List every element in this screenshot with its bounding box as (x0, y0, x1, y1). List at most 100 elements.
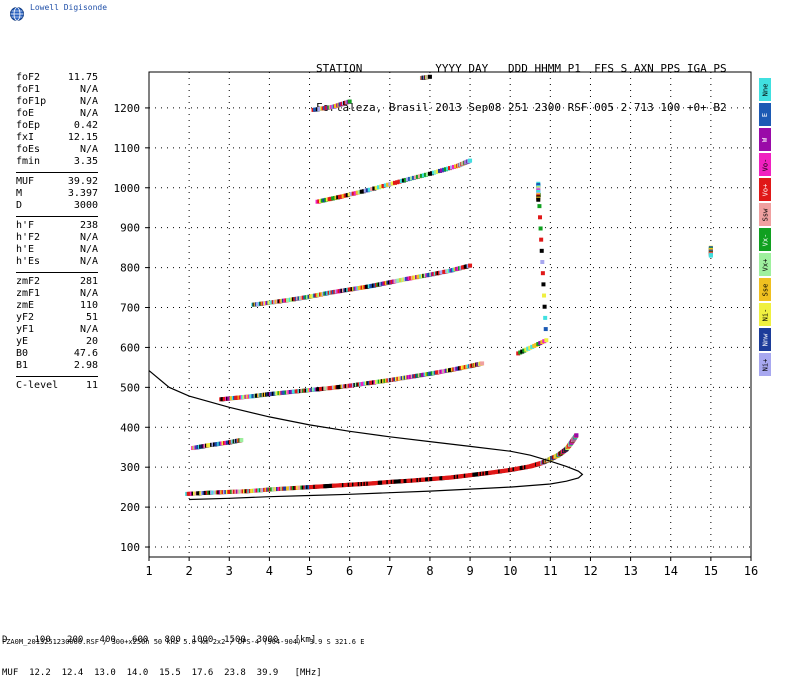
param-separator (16, 216, 98, 217)
echo-point (367, 187, 372, 192)
echo-point (383, 183, 388, 188)
param-row: foF1 N/A (16, 84, 98, 96)
echo-point (421, 173, 426, 178)
echo-point (386, 182, 391, 187)
param-label: h'E (16, 244, 35, 255)
brand-logo: Lowell Digisonde (6, 2, 166, 24)
echo-point (540, 260, 545, 265)
x-tick-label: 2 (186, 564, 193, 578)
echo-point (427, 171, 432, 176)
param-row: B0 47.6 (16, 348, 98, 360)
echo-point (431, 170, 436, 175)
echo-point (450, 165, 455, 170)
echo-point (392, 180, 397, 185)
legend-label: W (761, 137, 769, 142)
echo-point (534, 342, 539, 347)
echo-point (407, 176, 412, 181)
param-row: yF2 51 (16, 312, 98, 324)
param-row: zmE 110 (16, 300, 98, 312)
x-tick-label: 12 (583, 564, 597, 578)
param-value: 51 (85, 312, 98, 323)
echo-point (435, 169, 440, 174)
param-row: foEs N/A (16, 144, 98, 156)
echo-point (417, 174, 422, 179)
param-row: zmF1 N/A (16, 288, 98, 300)
echo-point (543, 327, 548, 332)
electron-density-profile (148, 370, 584, 501)
legend-label: Vo- (761, 158, 769, 171)
echo-point (399, 178, 404, 183)
param-value: N/A (79, 244, 98, 255)
param-value: N/A (79, 108, 98, 119)
param-label: B1 (16, 360, 29, 371)
echo-point (536, 197, 541, 202)
param-value: N/A (79, 232, 98, 243)
legend-label: Ssw (761, 208, 769, 221)
echo-point (480, 361, 485, 366)
echo-point (520, 349, 525, 354)
param-value: 11.75 (67, 72, 98, 83)
param-label: zmF2 (16, 276, 41, 287)
echo-point (522, 348, 527, 353)
legend-item: Vx+ (759, 253, 771, 276)
echo-point (349, 192, 354, 197)
echo-point (468, 158, 473, 163)
param-label: M (16, 188, 23, 199)
legend-item: E (759, 103, 771, 126)
param-label: yF1 (16, 324, 35, 335)
echo-point (370, 187, 375, 192)
x-tick-label: 13 (623, 564, 637, 578)
param-label: foF1p (16, 96, 47, 107)
echo-point (347, 99, 352, 104)
echo-point (381, 183, 386, 188)
param-label: fmin (16, 156, 41, 167)
echo-point (445, 166, 450, 171)
param-label: h'F (16, 220, 35, 231)
param-row: foF2 11.75 (16, 72, 98, 84)
echo-point (405, 177, 410, 182)
param-label: zmE (16, 300, 35, 311)
param-value: 3.397 (67, 188, 98, 199)
echo-point (542, 339, 547, 344)
param-value: 110 (79, 300, 98, 311)
echo-traces (185, 74, 713, 496)
param-value: N/A (79, 256, 98, 267)
echo-point (544, 338, 549, 343)
echo-point (345, 193, 350, 198)
param-separator (16, 272, 98, 273)
echo-point (537, 204, 542, 209)
legend-item: Sse (759, 278, 771, 301)
echo-point (357, 190, 362, 195)
param-separator (16, 172, 98, 173)
y-tick-label: 900 (120, 222, 140, 235)
echo-point (376, 185, 381, 190)
param-row: h'Es N/A (16, 256, 98, 268)
param-row: foE N/A (16, 108, 98, 120)
echo-point (542, 293, 547, 298)
echo-point (540, 340, 545, 345)
param-label: foEp (16, 120, 41, 131)
echo-point (532, 343, 537, 348)
param-value: N/A (79, 84, 98, 95)
echo-point (528, 345, 533, 350)
legend-label: Vx+ (761, 258, 769, 271)
legend-label: Vx- (761, 233, 769, 246)
param-label: zmF1 (16, 288, 41, 299)
param-label: yE (16, 336, 29, 347)
y-tick-label: 200 (120, 501, 140, 514)
y-tick-label: 400 (120, 421, 140, 434)
param-row: B1 2.98 (16, 360, 98, 372)
param-row: foF1p N/A (16, 96, 98, 108)
x-tick-label: 16 (744, 564, 758, 578)
y-tick-label: 800 (120, 262, 140, 275)
legend-item: Ni+ (759, 353, 771, 376)
param-value: 281 (79, 276, 98, 287)
echo-point (365, 188, 370, 193)
legend-item: W (759, 128, 771, 151)
scaled-parameters-panel: foF2 11.75 foF1 N/A foF1p N/A foE N/A foEp 0.42 fx… (16, 72, 98, 392)
polarization-legend: Nne E W Vo- Vo+ Ssw Vx- Vx+ Sse Ni- Nnw Ni+ (759, 78, 771, 378)
echo-point (409, 176, 414, 181)
echo-point (397, 179, 402, 184)
echo-point (339, 194, 344, 199)
y-tick-label: 300 (120, 461, 140, 474)
